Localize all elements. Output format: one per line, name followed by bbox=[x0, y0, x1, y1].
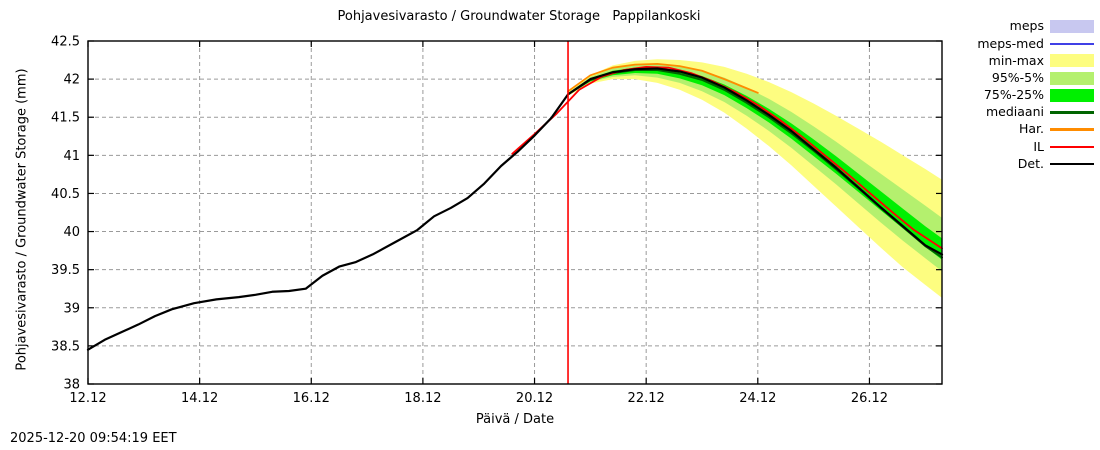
legend-line-swatch bbox=[1050, 37, 1094, 50]
x-tick-label: 14.12 bbox=[181, 391, 218, 406]
y-tick-label: 39 bbox=[63, 301, 80, 316]
legend-swatch bbox=[1050, 88, 1094, 102]
legend-item: meps-med bbox=[962, 35, 1094, 52]
legend-swatch bbox=[1050, 54, 1094, 68]
legend-line bbox=[1050, 128, 1094, 131]
legend-item-label: min-max bbox=[988, 52, 1044, 68]
x-tick-label: 12.12 bbox=[69, 391, 106, 406]
legend-line bbox=[1050, 111, 1094, 114]
legend-item-label: mediaani bbox=[986, 104, 1044, 120]
legend-line-swatch bbox=[1050, 140, 1094, 153]
legend-item: Det. bbox=[962, 156, 1094, 173]
axis-ticks bbox=[87, 40, 942, 385]
plot-frame bbox=[87, 40, 943, 385]
legend-line-swatch bbox=[1050, 158, 1094, 171]
chart-legend: meps meps-med min-max 95%-5% 75%-25% mediaani… bbox=[962, 18, 1094, 186]
legend-item-label: IL bbox=[1033, 138, 1044, 154]
uncertainty-bands bbox=[568, 59, 942, 298]
legend-item: IL bbox=[962, 138, 1094, 155]
legend-item-label: 95%-5% bbox=[991, 69, 1044, 85]
x-tick-label: 22.12 bbox=[628, 391, 665, 406]
legend-item: Har. bbox=[962, 121, 1094, 138]
y-tick-label: 42.5 bbox=[51, 35, 80, 50]
y-tick-label: 38 bbox=[63, 378, 80, 393]
legend-swatch bbox=[1050, 20, 1094, 34]
x-tick-label: 18.12 bbox=[404, 391, 441, 406]
legend-swatch bbox=[1050, 71, 1094, 85]
x-tick-label: 26.12 bbox=[851, 391, 888, 406]
legend-item: meps bbox=[962, 18, 1094, 35]
axis-tick-labels: 38 38.5 39 39.5 40 40.5 41 41.5 42 42.5 12.12 14.12… bbox=[51, 35, 888, 407]
legend-line bbox=[1050, 145, 1094, 149]
y-tick-label: 40 bbox=[63, 225, 80, 240]
legend-item-label: 75%-25% bbox=[983, 87, 1044, 103]
chart-title: Pohjavesivarasto / Groundwater Storage P… bbox=[337, 9, 701, 24]
y-tick-label: 39.5 bbox=[51, 263, 80, 278]
x-axis-label: Päivä / Date bbox=[475, 412, 555, 427]
legend-item-label: Det. bbox=[1017, 155, 1044, 171]
y-tick-label: 38.5 bbox=[51, 339, 80, 354]
legend-item-label: meps-med bbox=[977, 35, 1044, 51]
y-tick-label: 40.5 bbox=[51, 187, 80, 202]
legend-item: 75%-25% bbox=[962, 87, 1094, 104]
y-tick-label: 41.5 bbox=[51, 111, 80, 126]
legend-line-swatch bbox=[1050, 106, 1094, 119]
timestamp-label: 2025-12-20 09:54:19 EET bbox=[10, 431, 177, 446]
legend-line bbox=[1050, 42, 1094, 46]
y-tick-label: 42 bbox=[63, 73, 80, 88]
legend-item-label: Har. bbox=[1018, 121, 1044, 137]
x-tick-label: 24.12 bbox=[739, 391, 776, 406]
legend-item: 95%-5% bbox=[962, 70, 1094, 87]
x-tick-label: 20.12 bbox=[516, 391, 553, 406]
data-series bbox=[86, 62, 944, 351]
legend-item: min-max bbox=[962, 52, 1094, 69]
legend-item: mediaani bbox=[962, 104, 1094, 121]
gridlines bbox=[88, 41, 942, 384]
legend-item-label: meps bbox=[1009, 18, 1044, 34]
legend-line-swatch bbox=[1050, 123, 1094, 136]
legend-line bbox=[1050, 162, 1094, 166]
x-tick-label: 16.12 bbox=[293, 391, 330, 406]
y-tick-label: 41 bbox=[63, 149, 80, 164]
